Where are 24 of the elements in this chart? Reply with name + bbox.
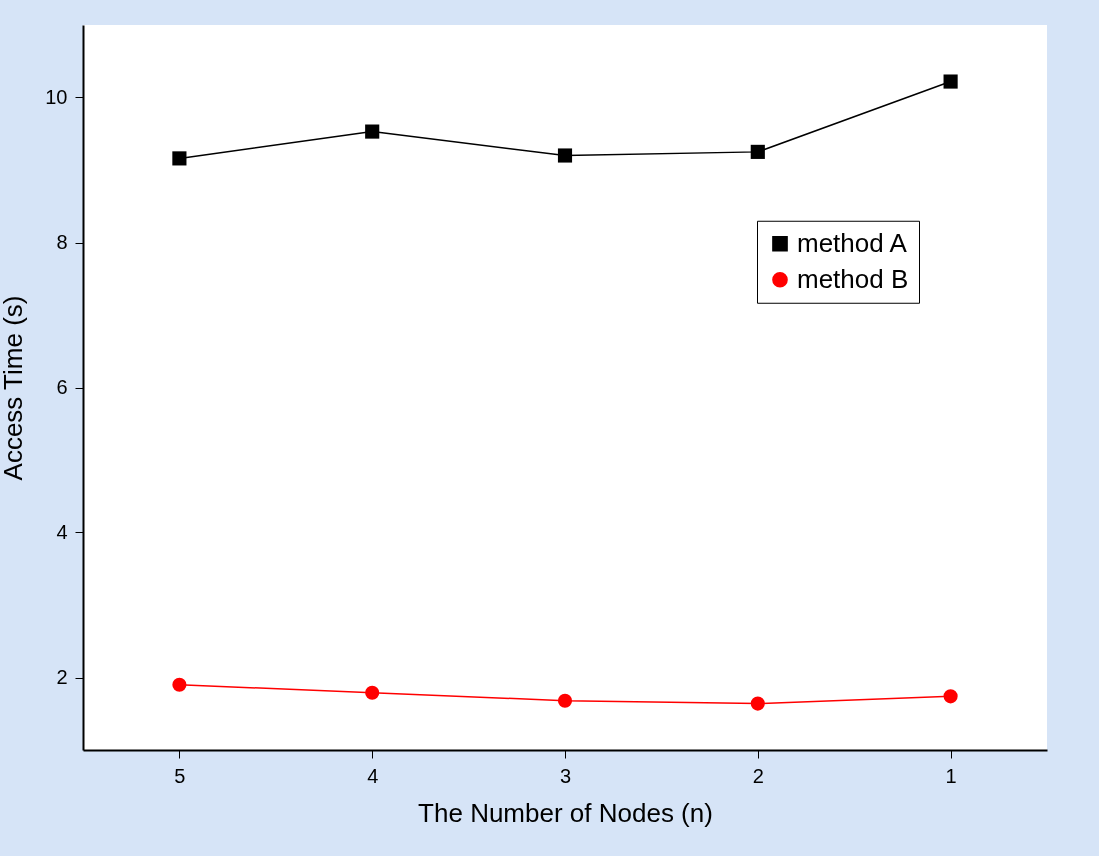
- x-tick-label: 3: [559, 764, 572, 787]
- y-tick-label: 10: [45, 86, 68, 108]
- point: [365, 124, 380, 139]
- y-tick-label: 6: [56, 376, 68, 398]
- point: [943, 689, 958, 704]
- y-tick-label: 8: [56, 231, 68, 253]
- point: [365, 685, 380, 700]
- legend-label: method A: [797, 227, 908, 258]
- legend-label: method B: [797, 263, 909, 294]
- point: [750, 144, 765, 159]
- x-tick-label: 4: [367, 764, 379, 787]
- x-tick-label: 1: [945, 764, 957, 787]
- point: [172, 151, 187, 166]
- x-axis-title: The Number of Nodes (n): [418, 797, 713, 828]
- y-tick-label: 2: [56, 666, 68, 688]
- x-tick-label: 2: [752, 764, 764, 787]
- y-axis-title: Access Time (s): [0, 295, 29, 481]
- x-tick-label: 5: [174, 764, 186, 787]
- point: [557, 693, 573, 708]
- point: [943, 74, 958, 89]
- point: [557, 148, 573, 163]
- point: [172, 677, 187, 692]
- y-tick-label: 4: [56, 521, 68, 543]
- point: [750, 696, 765, 711]
